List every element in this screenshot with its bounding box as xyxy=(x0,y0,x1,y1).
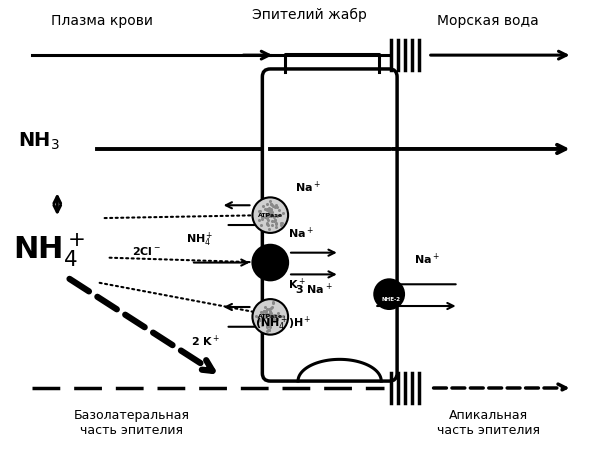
Text: Плазма крови: Плазма крови xyxy=(51,14,153,28)
Circle shape xyxy=(253,198,288,233)
Text: NHE-2: NHE-2 xyxy=(382,297,401,302)
Text: 2Cl$^-$: 2Cl$^-$ xyxy=(133,245,161,257)
Text: Эпителий жабр: Эпителий жабр xyxy=(253,8,367,22)
Text: Базолатеральная
часть эпителия: Базолатеральная часть эпителия xyxy=(74,409,190,437)
Text: 2 K$^+$: 2 K$^+$ xyxy=(191,334,220,349)
Text: Na$^+$: Na$^+$ xyxy=(295,180,321,195)
Text: Na$^+$: Na$^+$ xyxy=(414,252,440,267)
Text: NH$_4^+$: NH$_4^+$ xyxy=(13,231,85,269)
Text: ATPase: ATPase xyxy=(258,212,283,217)
Text: NH$_4^+$: NH$_4^+$ xyxy=(186,231,214,249)
Text: NH$_3$: NH$_3$ xyxy=(17,130,59,152)
Text: Na$^+$: Na$^+$ xyxy=(288,225,314,241)
Text: ATPase: ATPase xyxy=(258,314,283,319)
Text: 3 Na$^+$: 3 Na$^+$ xyxy=(295,282,333,297)
Text: K$^+$: K$^+$ xyxy=(288,277,306,292)
Circle shape xyxy=(374,280,404,309)
Text: (NH$_4^+$)H$^+$: (NH$_4^+$)H$^+$ xyxy=(256,315,312,333)
Circle shape xyxy=(253,245,288,280)
Text: Морская вода: Морская вода xyxy=(437,14,539,28)
Text: Апикальная
часть эпителия: Апикальная часть эпителия xyxy=(437,409,540,437)
FancyBboxPatch shape xyxy=(262,69,397,381)
Circle shape xyxy=(253,299,288,335)
